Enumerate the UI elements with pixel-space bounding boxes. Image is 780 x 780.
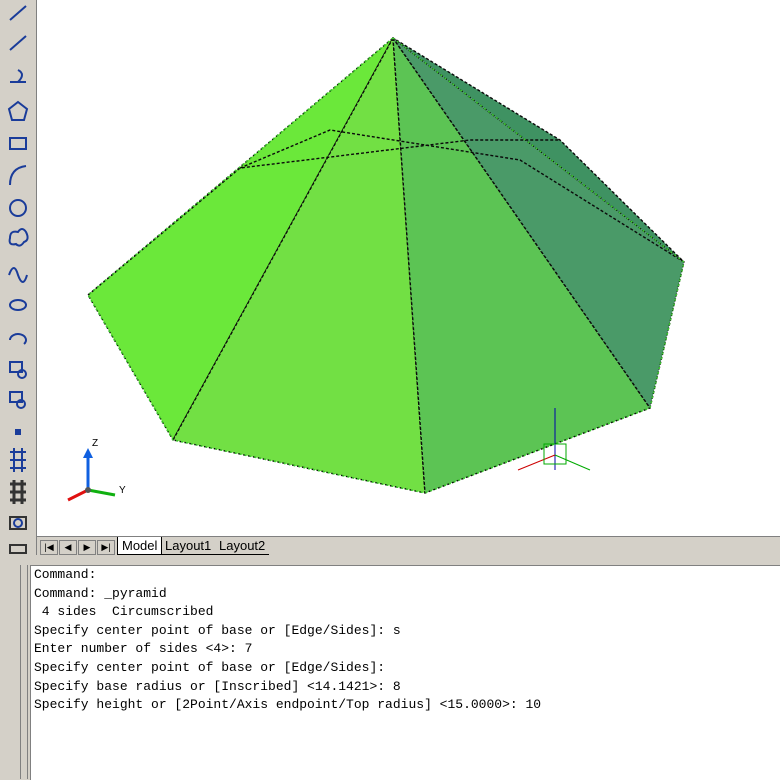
layout-tabs: |◀ ◀ ▶ ▶| Model Layout1 Layout2 — [37, 536, 780, 557]
next-tab-button[interactable]: ▶ — [78, 540, 96, 555]
command-line: Specify height or [2Point/Axis endpoint/… — [34, 697, 542, 713]
crosshair — [517, 408, 591, 471]
command-line: Enter number of sides <4>: 7 — [34, 641, 253, 657]
model-tab[interactable]: Model — [117, 537, 163, 555]
command-line: Command: _pyramid — [34, 585, 167, 601]
command-line: Specify center point of base or [Edge/Si… — [34, 622, 401, 638]
command-line: 4 sides Circumscribed — [34, 604, 214, 620]
command-line: Specify center point of base or [Edge/Si… — [34, 659, 386, 675]
layout1-tab[interactable]: Layout1 — [161, 537, 216, 555]
draw-toolbar — [0, 0, 37, 555]
command-line: Command: — [34, 567, 97, 582]
prev-tab-button[interactable]: ◀ — [59, 540, 77, 555]
drawing-area: Z Y — [67, 37, 685, 502]
ucs-icon: Z Y — [67, 438, 126, 502]
layout2-tab[interactable]: Layout2 — [215, 537, 270, 555]
command-window-grip — [20, 565, 28, 779]
last-tab-button[interactable]: ▶| — [97, 540, 115, 555]
first-tab-button[interactable]: |◀ — [40, 540, 58, 555]
command-window: Command: Command: _pyramid 4 sides Circum… — [30, 565, 780, 780]
ucs-z-label: Z — [92, 438, 98, 449]
toolbar-icons — [7, 5, 29, 554]
model-viewport: Z Y — [37, 0, 780, 536]
command-line: Specify base radius or [Inscribed] <14.1… — [34, 678, 401, 694]
ucs-y-label: Y — [119, 485, 126, 496]
hidden-edge — [239, 129, 685, 263]
face-right — [392, 37, 685, 409]
